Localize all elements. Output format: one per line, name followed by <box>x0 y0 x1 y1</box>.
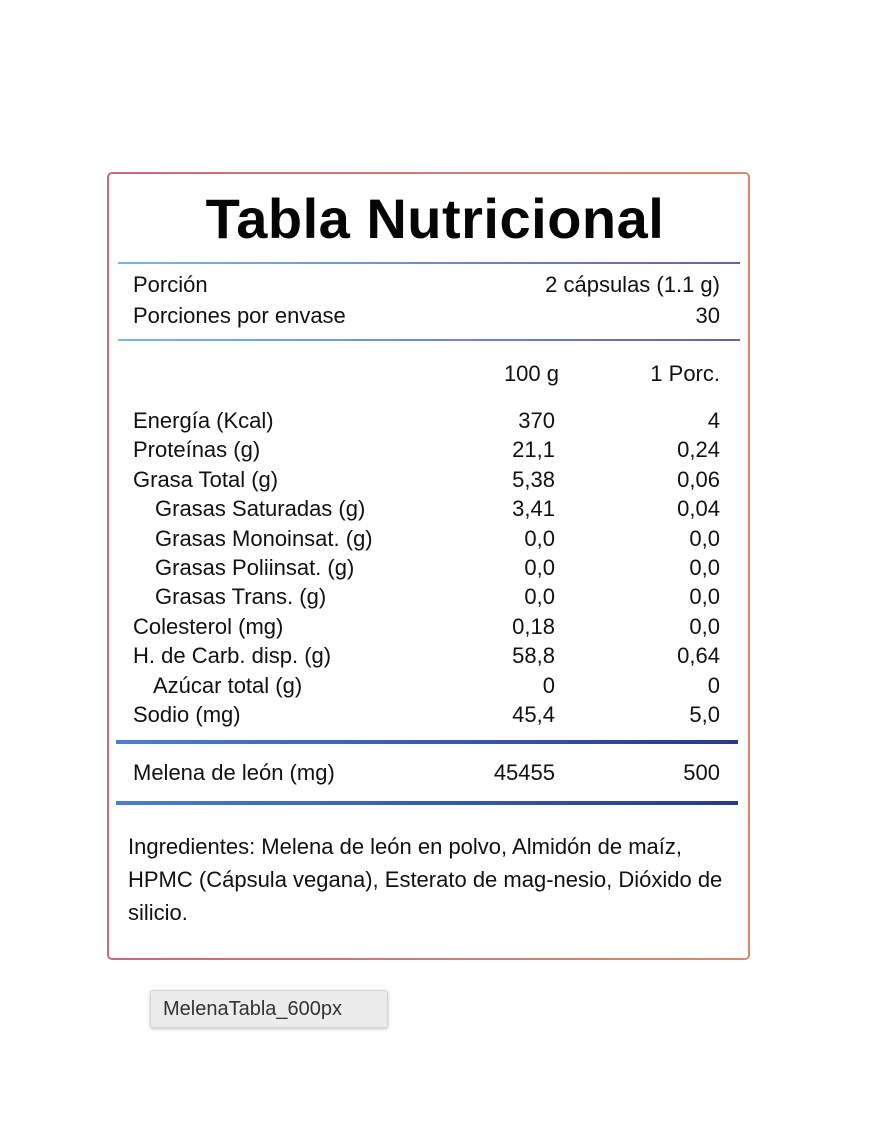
column-header-100g: 100 g <box>503 361 559 386</box>
row-value-100g: 0,0 <box>524 555 555 580</box>
row-label: Grasas Saturadas (g) <box>155 496 366 522</box>
divider <box>118 339 740 341</box>
image-name-tooltip: MelenaTabla_600px <box>150 990 388 1028</box>
table-row: Grasas Monoinsat. (g) 0,0 0,0 <box>0 526 870 552</box>
row-value-portion: 0,0 <box>689 525 720 551</box>
row-value-portion: 0,64 <box>677 643 720 669</box>
row-value-portion: 0 <box>707 672 720 698</box>
row-label: Energía (Kcal) <box>133 408 274 433</box>
row-value-portion: 0,0 <box>689 584 720 610</box>
row-value-portion: 4 <box>707 408 720 433</box>
row-value-portion: 0,0 <box>689 555 720 580</box>
label-title: Tabla Nutricional <box>205 187 665 250</box>
table-row: Energía (Kcal) 370 4 <box>0 408 870 434</box>
row-value-100g: 0,0 <box>524 525 555 551</box>
table-row: Grasas Poliinsat. (g) 0,0 0,0 <box>0 555 870 581</box>
serving-value: 2 cápsulas (1.1 g) <box>545 272 720 297</box>
table-row: Sodio (mg) 45,4 5,0 <box>0 702 870 728</box>
row-value-portion: 5,0 <box>689 702 720 727</box>
table-row: Grasas Trans. (g) 0,0 0,0 <box>0 584 870 610</box>
row-label: Azúcar total (g) <box>153 672 303 698</box>
row-label: Proteínas (g) <box>133 437 261 463</box>
row-label: Melena de león (mg) <box>133 760 335 785</box>
row-label: Grasas Trans. (g) <box>155 584 327 610</box>
row-label: Grasas Monoinsat. (g) <box>155 525 373 551</box>
row-value-100g: 58,8 <box>512 643 555 669</box>
divider <box>118 262 740 264</box>
row-label: H. de Carb. disp. (g) <box>133 643 332 669</box>
row-value-100g: 5,38 <box>512 466 555 492</box>
thick-divider <box>116 740 738 744</box>
row-label: Colesterol (mg) <box>133 613 284 639</box>
row-value-100g: 3,41 <box>512 496 555 522</box>
table-row: Proteínas (g) 21,1 0,24 <box>0 437 870 463</box>
table-row: H. de Carb. disp. (g) 58,8 0,64 <box>0 643 870 669</box>
row-label: Sodio (mg) <box>133 702 241 727</box>
servings-per-container-label: Porciones por envase <box>133 303 346 328</box>
row-value-portion: 0,06 <box>677 466 720 492</box>
servings-per-container-value: 30 <box>695 303 720 328</box>
row-value-portion: 0,0 <box>689 613 720 639</box>
row-value-100g: 21,1 <box>512 437 555 463</box>
row-value-100g: 0,0 <box>524 584 555 610</box>
row-value-100g: 45455 <box>493 760 555 785</box>
highlight-row: Melena de león (mg) 45455 500 <box>0 760 870 786</box>
row-value-portion: 0,04 <box>677 496 720 522</box>
table-row: Azúcar total (g) 0 0 <box>0 673 870 699</box>
column-headers: 100 g 1 Porc. <box>0 361 870 387</box>
row-value-portion: 500 <box>683 760 720 785</box>
table-row: Grasa Total (g) 5,38 0,06 <box>0 467 870 493</box>
column-header-portion: 1 Porc. <box>650 361 720 386</box>
row-value-portion: 0,24 <box>677 437 720 463</box>
row-value-100g: 0,18 <box>512 613 555 639</box>
row-label: Grasa Total (g) <box>133 466 279 492</box>
table-row: Grasas Saturadas (g) 3,41 0,04 <box>0 496 870 522</box>
nutrition-label-frame <box>107 172 750 960</box>
row-value-100g: 0 <box>542 672 555 698</box>
row-value-100g: 45,4 <box>512 702 555 727</box>
row-value-100g: 370 <box>518 408 555 433</box>
table-row: Colesterol (mg) 0,18 0,0 <box>0 614 870 640</box>
ingredients-text: Ingredientes: Melena de león en polvo, A… <box>128 834 723 925</box>
row-label: Grasas Poliinsat. (g) <box>155 555 355 580</box>
thick-divider <box>116 801 738 805</box>
serving-label: Porción <box>133 272 208 297</box>
